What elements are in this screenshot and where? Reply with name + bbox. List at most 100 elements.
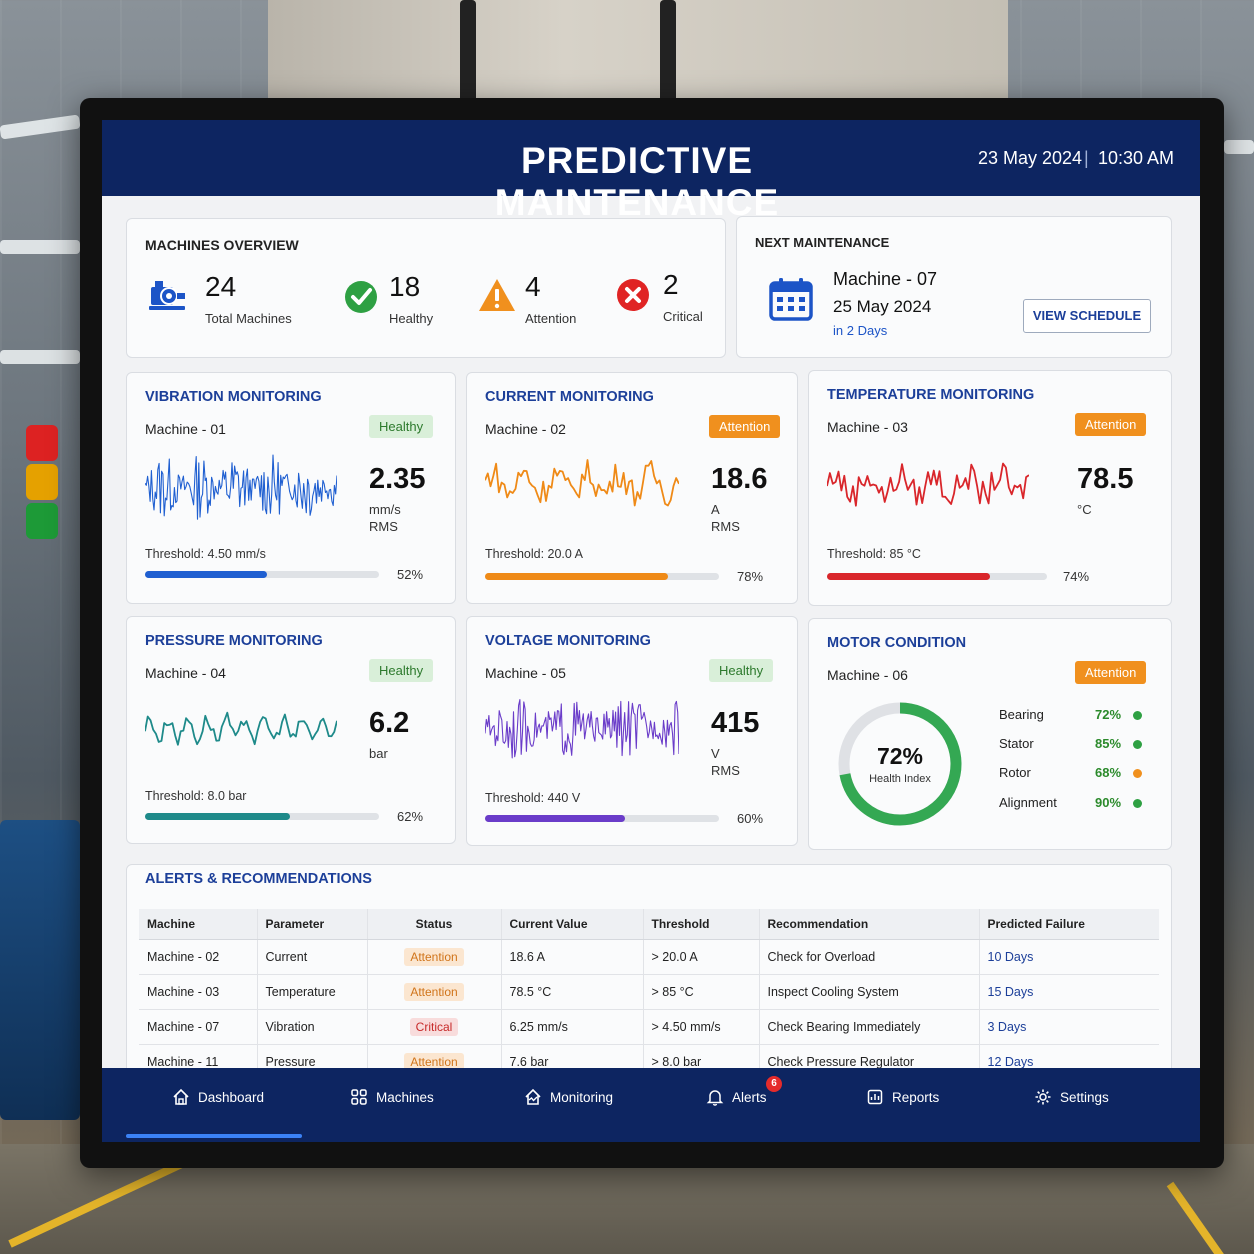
component-value: 90% (1095, 795, 1122, 810)
component-bearing: Bearing 72% (999, 707, 1149, 729)
component-value: 85% (1095, 736, 1122, 751)
pressure-progress (145, 813, 379, 820)
temperature-percent: 74% (1063, 569, 1090, 584)
status-badge: Attention (1075, 413, 1147, 436)
machine-icon (149, 281, 185, 310)
next-maintenance-card: NEXT MAINTENANCE Machine - 07 25 May 202… (736, 216, 1172, 358)
nav-label: Machines (376, 1090, 434, 1105)
waveform-line (827, 462, 1029, 507)
voltage-progress (485, 815, 719, 822)
header-bar: PREDICTIVE MAINTENANCE 23 May 2024 | 10:… (102, 120, 1200, 223)
bell-icon (706, 1090, 724, 1106)
vibration-machine: Machine - 01 (145, 421, 226, 437)
pressure-waveform (145, 711, 337, 746)
current-value: 18.6 (711, 463, 768, 495)
healthy-label: Healthy (389, 311, 434, 326)
overview-title: MACHINES OVERVIEW (145, 237, 299, 253)
cell-status: Critical (366, 1009, 501, 1045)
total-machines-count: 24 (205, 271, 237, 302)
table-row[interactable]: Machine - 03 Temperature Attention 78.5 … (139, 974, 1159, 1010)
current-unit: A (711, 502, 720, 517)
temperature-threshold: Threshold: 85 °C (827, 547, 921, 561)
vibration-percent: 52% (397, 567, 424, 582)
cell-machine: Machine - 03 (139, 974, 257, 1010)
status-badge: Critical (409, 1018, 459, 1036)
cell-threshold: > 4.50 mm/s (642, 1009, 759, 1045)
component-value: 68% (1095, 765, 1122, 780)
attention-count: 4 (525, 271, 541, 302)
status-badge: Attention (404, 948, 464, 966)
cell-recommendation: Check for Overload (758, 939, 979, 975)
reports-icon (867, 1089, 883, 1105)
page-title: PREDICTIVE MAINTENANCE (494, 140, 780, 223)
health-index-value: 72% (876, 743, 924, 769)
grid-icon (351, 1089, 367, 1105)
cell-status: Attention (366, 974, 501, 1010)
calendar-icon (769, 278, 813, 321)
cell-recommendation: Inspect Cooling System (758, 974, 979, 1010)
cell-recommendation: Check Bearing Immediately (758, 1009, 979, 1045)
cell-predicted-failure: 3 Days (978, 1009, 1159, 1045)
home-icon (173, 1088, 189, 1105)
voltage-value: 415 (711, 707, 760, 739)
waveform-line (485, 699, 679, 759)
temperature-value: 78.5 (1077, 463, 1134, 495)
current-percent: 78% (737, 569, 764, 584)
table-header-row: Machine Parameter Status Current Value T… (139, 909, 1159, 940)
motor-machine: Machine - 06 (827, 667, 908, 683)
column-header: Predicted Failure (978, 909, 1159, 940)
header-separator: | (1084, 148, 1089, 168)
current-threshold: Threshold: 20.0 A (485, 547, 583, 561)
column-header: Recommendation (758, 909, 979, 940)
pressure-unit: bar (369, 746, 388, 761)
pressure-machine: Machine - 04 (145, 665, 226, 681)
table-row[interactable]: Machine - 02 Current Attention 18.6 A > … (139, 939, 1159, 975)
column-header: Status (366, 909, 501, 940)
health-index-label: Health Index (869, 773, 931, 785)
check-circle-icon (345, 281, 377, 313)
gear-icon (1035, 1089, 1051, 1105)
component-rotor: Rotor 68% (999, 765, 1149, 787)
vibration-threshold: Threshold: 4.50 mm/s (145, 547, 266, 561)
temperature-machine: Machine - 03 (827, 419, 908, 435)
status-badge: Healthy (369, 659, 434, 682)
voltage-title: VOLTAGE MONITORING (485, 633, 651, 649)
status-badge: Attention (1075, 661, 1147, 684)
view-schedule-button[interactable]: VIEW SCHEDULE (1023, 299, 1151, 333)
status-dot (1133, 799, 1142, 808)
status-badge: Attention (709, 415, 781, 438)
component-alignment: Alignment 90% (999, 795, 1149, 817)
voltage-machine: Machine - 05 (485, 665, 566, 681)
vibration-title: VIBRATION MONITORING (145, 389, 322, 405)
current-title: CURRENT MONITORING (485, 389, 654, 405)
component-name: Stator (999, 736, 1034, 751)
temperature-waveform (827, 462, 1029, 507)
critical-label: Critical (663, 309, 703, 324)
waveform-line (145, 711, 337, 746)
gauge-arc (838, 702, 962, 826)
alerts-table: Machine Parameter Status Current Value T… (139, 909, 1159, 1080)
cell-machine: Machine - 02 (139, 939, 257, 975)
monitoring-icon (525, 1088, 541, 1105)
health-index-gauge (838, 702, 962, 826)
nav-label: Reports (892, 1090, 940, 1105)
cell-parameter: Vibration (256, 1009, 367, 1045)
component-stator: Stator 85% (999, 736, 1149, 758)
alerts-count-badge: 6 (766, 1076, 782, 1092)
temperature-card: TEMPERATURE MONITORING Machine - 03 Atte… (808, 370, 1172, 606)
status-badge: Healthy (709, 659, 774, 682)
status-badge: Attention (404, 983, 464, 1001)
critical-count: 2 (663, 269, 679, 300)
component-value: 72% (1095, 707, 1122, 722)
current-progress (485, 573, 719, 580)
voltage-percent: 60% (737, 811, 764, 826)
cell-predicted-failure: 10 Days (978, 939, 1159, 975)
machines-overview-card: MACHINES OVERVIEW 24 Total Machines 18 H… (126, 218, 726, 358)
healthy-count: 18 (389, 271, 421, 302)
vibration-card: VIBRATION MONITORING Machine - 01 Health… (126, 372, 456, 604)
pressure-card: PRESSURE MONITORING Machine - 04 Healthy… (126, 616, 456, 844)
table-row[interactable]: Machine - 07 Vibration Critical 6.25 mm/… (139, 1009, 1159, 1045)
alerts-card: ALERTS & RECOMMENDATIONS Machine Paramet… (126, 864, 1172, 1080)
cell-predicted-failure: 15 Days (978, 974, 1159, 1010)
pressure-value: 6.2 (369, 707, 410, 739)
